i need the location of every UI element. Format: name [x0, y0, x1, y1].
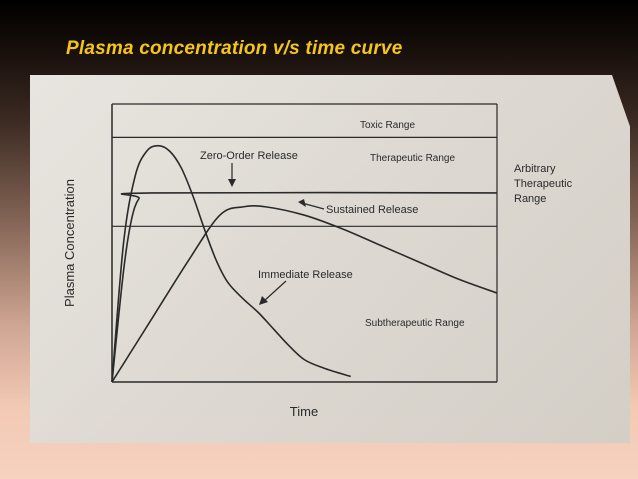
y-axis-label: Plasma Concentration	[62, 179, 77, 307]
arbitrary-range-label-line2: Therapeutic	[514, 178, 573, 190]
immediate-arrow	[263, 280, 287, 302]
slide-title: Plasma concentration v/s time curve	[66, 38, 403, 59]
immediate-arrow-head	[259, 296, 268, 305]
immediate-release-label: Immediate Release	[258, 269, 353, 281]
sustained-arrow	[301, 202, 325, 210]
plasma-concentration-chart: Toxic Range Therapeutic Range Subtherape…	[62, 103, 573, 419]
arbitrary-range-label-line1: Arbitrary	[514, 163, 556, 175]
zero-order-arrow-head	[228, 179, 236, 187]
toxic-range-label: Toxic Range	[360, 120, 415, 131]
arbitrary-range-label-line3: Range	[514, 193, 546, 205]
x-axis-label: Time	[290, 404, 318, 419]
chart-photo: Toxic Range Therapeutic Range Subtherape…	[30, 75, 630, 443]
zero-order-release-curve	[111, 191, 498, 383]
therapeutic-range-label: Therapeutic Range	[370, 153, 455, 164]
subtherapeutic-range-label: Subtherapeutic Range	[365, 318, 465, 329]
immediate-release-curve	[111, 144, 351, 383]
sustained-arrow-head	[298, 199, 306, 207]
sustained-release-label: Sustained Release	[326, 204, 418, 216]
sustained-release-curve	[111, 205, 498, 383]
zero-order-release-label: Zero-Order Release	[200, 150, 298, 162]
